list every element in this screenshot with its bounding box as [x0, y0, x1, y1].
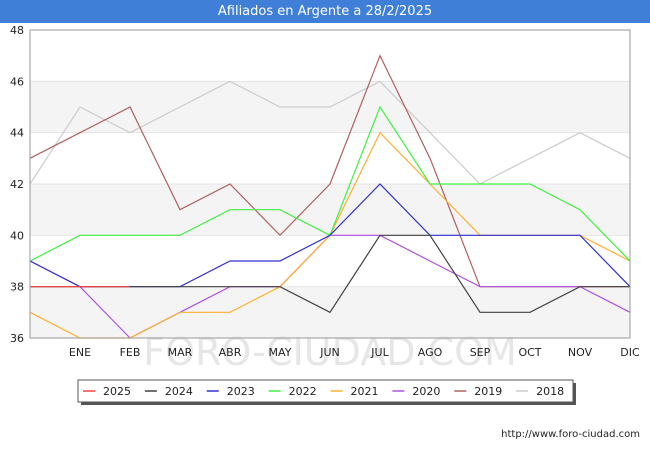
x-tick-label: DIC — [620, 346, 640, 359]
x-tick-label: SEP — [470, 346, 491, 359]
x-tick-label: NOV — [568, 346, 593, 359]
footer-url: http://www.foro-ciudad.com — [501, 429, 640, 440]
y-tick-label: 42 — [10, 178, 24, 191]
y-tick-label: 44 — [10, 127, 24, 140]
plot-border — [29, 29, 631, 339]
x-tick-label: JUN — [319, 346, 340, 359]
legend-label-2024: 2024 — [165, 385, 193, 398]
legend-label-2020: 2020 — [412, 385, 440, 398]
y-tick-label: 36 — [10, 332, 24, 345]
x-tick-label: ABR — [219, 346, 242, 359]
legend-label-2025: 2025 — [103, 385, 131, 398]
legend: 2025 2024 2023 2022 2021 2020 2019 2018 — [77, 379, 576, 405]
watermark: FORO-CIUDAD.COM — [143, 330, 517, 374]
legend-label-2021: 2021 — [351, 385, 379, 398]
y-axis: 36 38 40 42 44 46 48 — [10, 24, 24, 345]
legend-box — [77, 379, 574, 403]
series-line-2018 — [29, 80, 631, 185]
x-tick-label: FEB — [120, 346, 141, 359]
x-tick-label: MAY — [269, 346, 292, 359]
y-tick-label: 46 — [10, 75, 24, 88]
x-tick-label: MAR — [168, 346, 193, 359]
legend-label-2019: 2019 — [474, 385, 502, 398]
x-tick-label: OCT — [518, 346, 541, 359]
y-tick-label: 48 — [10, 24, 24, 37]
x-axis: ENE FEB MAR ABR MAY JUN JUL AGO SEP OCT NOV DIC — [69, 346, 640, 359]
x-tick-label: ENE — [69, 346, 91, 359]
legend-label-2023: 2023 — [227, 385, 255, 398]
legend-label-2018: 2018 — [536, 385, 564, 398]
legend-label-2022: 2022 — [289, 385, 317, 398]
chart-title: Afiliados en Argente a 28/2/2025 — [0, 0, 650, 23]
x-tick-label: AGO — [418, 346, 443, 359]
y-tick-label: 40 — [10, 229, 24, 242]
grid-band — [30, 184, 630, 236]
x-tick-label: JUL — [370, 346, 389, 359]
y-tick-label: 38 — [10, 281, 24, 294]
